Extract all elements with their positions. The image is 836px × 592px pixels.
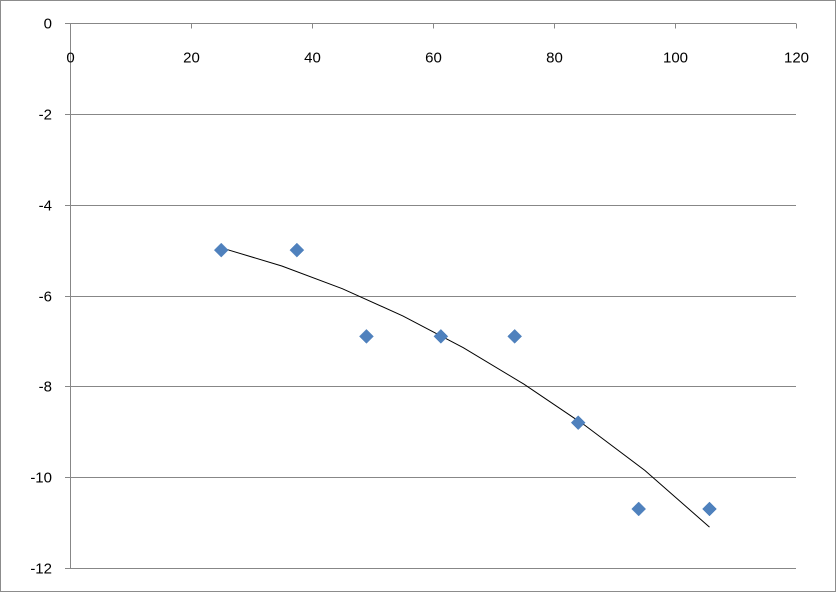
y-tick-label: -6 <box>39 289 52 306</box>
y-tick-label: -10 <box>30 470 52 487</box>
x-tick-label: 80 <box>546 50 563 67</box>
trendline <box>221 247 710 528</box>
x-tick-label: 0 <box>66 50 74 67</box>
x-tick-label: 20 <box>183 50 200 67</box>
tick-labels: 0 -2 -4 -6 -8 -10 -12 0 20 40 60 80 100 120 <box>30 16 809 578</box>
data-point-diamond <box>570 415 586 431</box>
data-point-diamond <box>702 501 717 517</box>
trendline-path <box>221 247 710 528</box>
y-tick-label: -2 <box>39 107 52 124</box>
data-point-diamond <box>507 329 523 344</box>
y-tick-label: 0 <box>44 16 52 33</box>
data-point-diamond <box>631 501 647 517</box>
axes <box>65 23 797 569</box>
data-point-diamond <box>213 242 229 258</box>
x-tick-label: 40 <box>304 50 321 67</box>
data-point-diamond <box>359 329 374 344</box>
x-tick-label: 60 <box>425 50 442 67</box>
gridlines <box>70 114 796 569</box>
x-tick-label: 120 <box>784 50 809 67</box>
data-point-diamond <box>289 242 305 258</box>
data-point-diamond <box>433 329 449 344</box>
y-tick-label: -8 <box>39 379 52 396</box>
y-tick-label: -4 <box>39 198 52 215</box>
data-points <box>213 242 717 517</box>
y-tick-label: -12 <box>30 561 52 578</box>
x-tick-label: 100 <box>663 50 688 67</box>
